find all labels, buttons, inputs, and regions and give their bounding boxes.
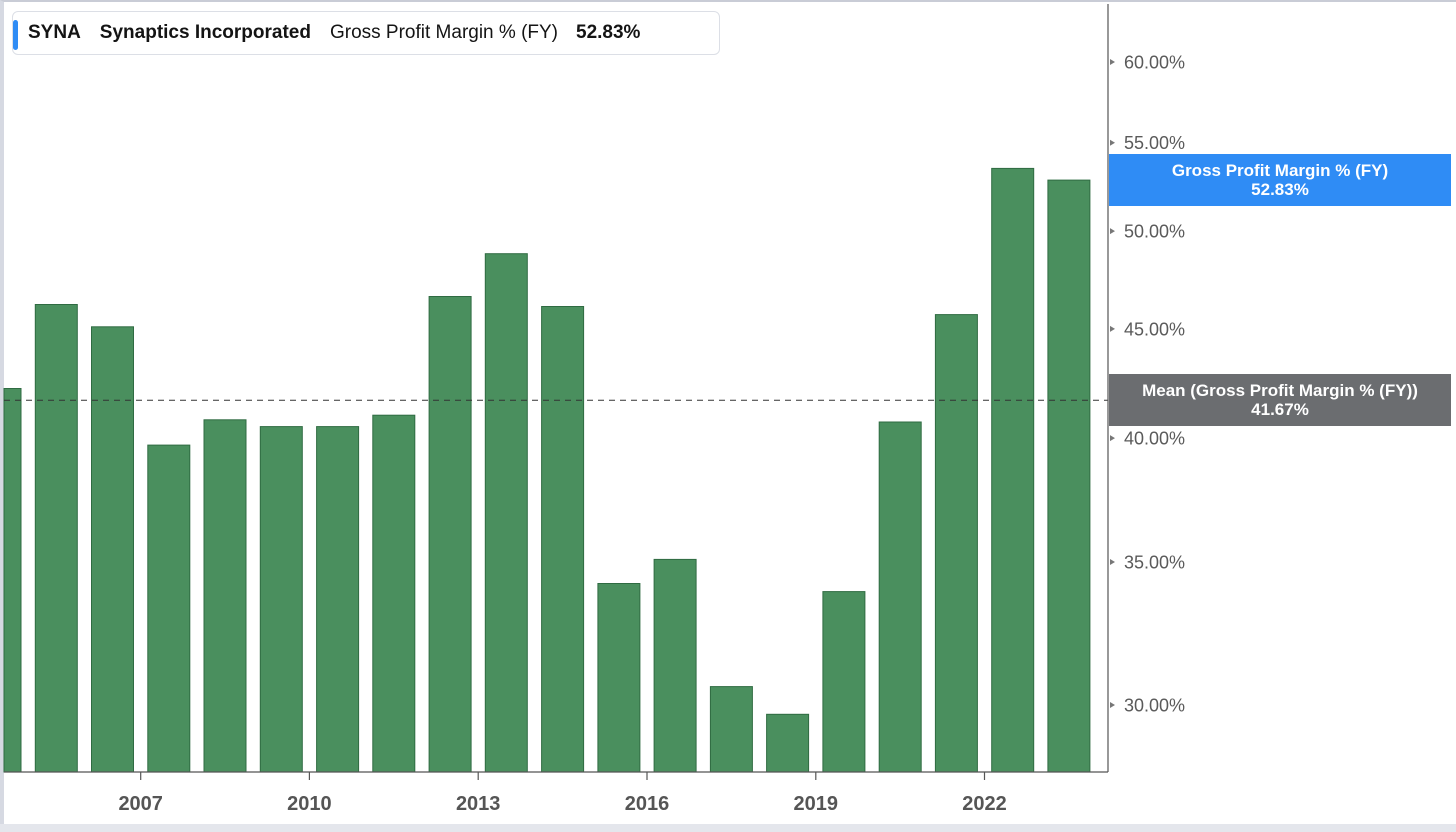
x-tick-label: 2016 (625, 793, 670, 815)
x-tick-label: 2019 (794, 793, 839, 815)
x-tick-label: 2010 (287, 793, 332, 815)
bar-2012 (372, 414, 416, 773)
legend-box: SYNA Synaptics Incorporated Gross Profit… (12, 11, 720, 55)
last-value-callout-value: 52.83% (1251, 180, 1309, 199)
y-tick-label: 30.00% (1124, 696, 1185, 716)
bar-2024 (1047, 179, 1091, 773)
y-tick-label: 55.00% (1124, 133, 1185, 153)
x-tick-label: 2022 (962, 793, 1007, 815)
bar-2022 (934, 314, 978, 773)
mean-callout: Mean (Gross Profit Margin % (FY)) 41.67% (1109, 374, 1451, 426)
y-tick-label: 60.00% (1124, 53, 1185, 73)
bar-2023 (991, 167, 1035, 773)
bars-layer (3, 167, 1091, 773)
y-tick-label: 50.00% (1124, 222, 1185, 242)
bar-2016 (597, 583, 641, 773)
mean-callout-value: 41.67% (1251, 400, 1309, 419)
bar-2021 (878, 421, 922, 773)
y-tick-label: 45.00% (1124, 319, 1185, 339)
y-tick-mark (1110, 139, 1115, 146)
bar-2005 (3, 388, 22, 773)
y-tick-mark (1110, 59, 1115, 65)
y-tick-mark (1110, 559, 1115, 566)
legend-company-name: Synaptics Incorporated (99, 22, 311, 43)
axes-layer (4, 4, 1109, 773)
bar-2015 (541, 306, 585, 773)
x-axis-ticks: 2007 2010 2013 2016 2019 2022 (118, 772, 1007, 815)
bar-2019 (766, 713, 810, 773)
bar-2018 (709, 686, 753, 773)
y-tick-mark (1110, 325, 1115, 332)
y-tick-mark (1110, 435, 1115, 442)
last-value-callout: Gross Profit Margin % (FY) 52.83% (1109, 154, 1451, 206)
last-value-callout-label: Gross Profit Margin % (FY) (1171, 161, 1389, 180)
legend-metric-name: Gross Profit Margin % (FY) (329, 22, 559, 43)
bar-2007 (91, 326, 134, 773)
bar-2008 (147, 444, 191, 773)
bar-2009 (203, 419, 247, 773)
legend-metric-value: 52.83% (576, 22, 641, 43)
bar-2017 (653, 558, 697, 773)
y-tick-mark (1110, 228, 1115, 235)
x-tick-label: 2013 (456, 793, 501, 815)
bar-2013 (428, 296, 472, 773)
legend-ticker: SYNA (28, 22, 81, 43)
bar-2006 (34, 304, 78, 773)
bar-2014 (484, 253, 528, 773)
y-tick-label: 40.00% (1124, 429, 1185, 449)
bar-2011 (316, 426, 360, 773)
y-tick-label: 35.00% (1124, 553, 1185, 573)
mean-callout-label: Mean (Gross Profit Margin % (FY)) (1142, 381, 1418, 400)
legend-accent-marker (13, 20, 18, 50)
y-tick-mark (1110, 702, 1115, 708)
x-tick-label: 2007 (118, 793, 163, 815)
bar-2020 (822, 591, 866, 773)
bottom-strip (0, 824, 1456, 832)
bar-2010 (259, 426, 303, 773)
y-axis-ticks: 30.00% 35.00% 40.00% 45.00% 50.00% 55.00% 60.0… (1110, 53, 1185, 716)
